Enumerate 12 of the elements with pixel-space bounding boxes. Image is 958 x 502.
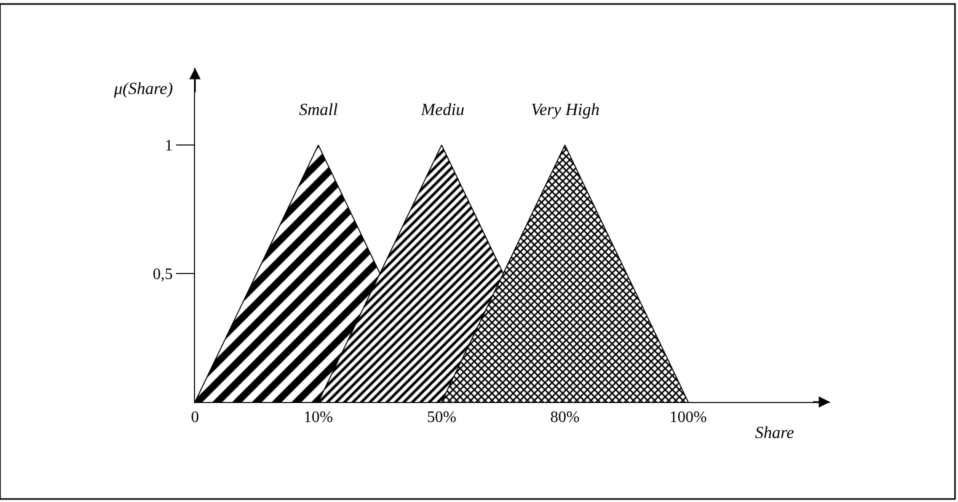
x-tick-label: 10%	[304, 409, 333, 426]
x-tick-label: 80%	[550, 409, 580, 426]
y-tick-label: 1	[164, 138, 173, 155]
x-tick-label: 0	[191, 409, 199, 426]
series-label: Small	[299, 100, 338, 119]
text: Very High	[531, 100, 600, 119]
y-axis-title: μ(Share)	[113, 79, 174, 98]
x-tick-label: 100%	[670, 409, 707, 426]
series-label: Mediu	[420, 100, 464, 119]
y-tick-label: 0,5	[152, 266, 173, 284]
x-axis-title: Share	[755, 423, 794, 442]
x-tick-label: 50%	[426, 409, 456, 426]
